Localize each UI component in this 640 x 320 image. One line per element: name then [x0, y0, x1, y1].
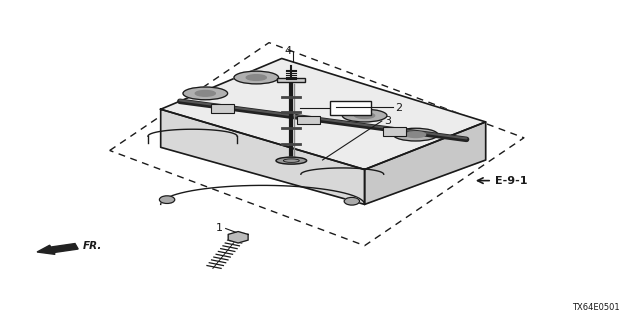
- Polygon shape: [161, 109, 365, 204]
- Ellipse shape: [246, 75, 266, 80]
- FancyArrow shape: [37, 244, 78, 254]
- Ellipse shape: [355, 113, 374, 118]
- Ellipse shape: [394, 128, 438, 141]
- Polygon shape: [365, 122, 486, 204]
- Polygon shape: [161, 59, 486, 170]
- Text: FR.: FR.: [83, 241, 102, 251]
- FancyBboxPatch shape: [277, 78, 305, 82]
- Text: E-9-1: E-9-1: [495, 176, 528, 186]
- Text: 4: 4: [284, 45, 291, 56]
- Ellipse shape: [234, 71, 278, 84]
- FancyBboxPatch shape: [330, 101, 371, 115]
- Text: 2: 2: [395, 103, 403, 113]
- FancyBboxPatch shape: [211, 105, 234, 113]
- Text: TX64E0501: TX64E0501: [572, 303, 620, 312]
- FancyBboxPatch shape: [383, 127, 406, 136]
- Ellipse shape: [342, 109, 387, 122]
- Circle shape: [159, 196, 175, 204]
- Circle shape: [344, 197, 360, 205]
- Ellipse shape: [195, 91, 215, 96]
- Text: 1: 1: [216, 223, 223, 233]
- FancyBboxPatch shape: [298, 116, 320, 124]
- Ellipse shape: [406, 132, 426, 138]
- Ellipse shape: [183, 87, 228, 100]
- Text: 3: 3: [384, 116, 391, 126]
- Ellipse shape: [276, 157, 307, 164]
- Polygon shape: [228, 232, 248, 243]
